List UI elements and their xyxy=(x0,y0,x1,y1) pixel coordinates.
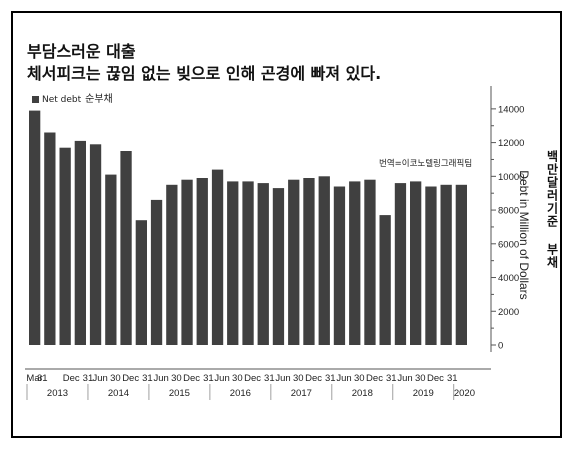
bar-17 xyxy=(288,179,300,345)
x-tick-label-19: 31 xyxy=(325,373,336,384)
y-axis-label-ko: 백만달러기준 부채 xyxy=(545,150,559,269)
year-label-0: 2013 xyxy=(47,388,68,399)
x-tick-label-14: Dec xyxy=(244,373,261,384)
bars-group xyxy=(29,110,467,345)
year-label-3: 2016 xyxy=(230,388,251,399)
x-tick-label-21: 30 xyxy=(354,373,365,384)
bar-0 xyxy=(29,110,41,345)
x-tick-label-20: Jun xyxy=(336,373,351,384)
legend-swatch xyxy=(32,96,39,103)
legend-label-en: Net debt xyxy=(42,95,82,105)
credit-note: 번역=이코노텔링그래픽팀 xyxy=(379,159,473,169)
bar-27 xyxy=(440,184,452,345)
x-tick-label-5: 30 xyxy=(110,373,121,384)
x-tick-label-9: 30 xyxy=(171,373,182,384)
bar-16 xyxy=(272,188,285,345)
bar-20 xyxy=(333,186,346,345)
x-tick-label-24: Jun xyxy=(397,373,412,384)
chart-subtitle: 체서피크는 끊임 없는 빚으로 인해 곤경에 빠져 있다. xyxy=(27,64,382,83)
x-tick-label-11: 31 xyxy=(203,373,214,384)
year-label-2: 2015 xyxy=(169,388,190,399)
y-tick-label-3: 6000 xyxy=(498,239,519,250)
chart-frame xyxy=(11,11,562,438)
bar-23 xyxy=(379,215,391,345)
x-tick-label-1: 31 xyxy=(37,373,48,384)
x-tick-label-17: 30 xyxy=(293,373,304,384)
x-tick-label-3: 31 xyxy=(83,373,94,384)
year-label-1: 2014 xyxy=(108,388,129,399)
bar-4 xyxy=(89,144,102,345)
x-tick-label-25: 30 xyxy=(415,373,426,384)
bar-6 xyxy=(120,151,132,345)
x-tick-label-26: Dec xyxy=(427,373,444,384)
bar-22 xyxy=(364,179,376,345)
bar-14 xyxy=(242,181,254,345)
y-tick-label-7: 14000 xyxy=(498,104,524,115)
x-tick-label-13: 30 xyxy=(232,373,243,384)
bar-26 xyxy=(425,186,437,345)
x-tick-label-4: Jun xyxy=(92,373,107,384)
bar-3 xyxy=(74,140,86,345)
legend: Net debt 순부채 xyxy=(32,90,113,105)
bar-11 xyxy=(196,178,208,345)
y-tick-label-0: 0 xyxy=(498,341,503,352)
axes-group xyxy=(25,86,496,400)
bar-10 xyxy=(181,179,193,345)
bar-7 xyxy=(135,220,147,345)
bar-19 xyxy=(318,176,330,345)
y-tick-label-6: 12000 xyxy=(498,138,524,149)
y-axis-label-en: Debt in Million of Dollars xyxy=(517,170,531,300)
year-label-7: 2020 xyxy=(454,388,475,399)
bar-15 xyxy=(257,183,269,345)
bar-9 xyxy=(166,184,178,345)
year-labels: 2013 2014 2015 2016 2017 2018 2019 2020 xyxy=(47,388,475,399)
year-label-6: 2019 xyxy=(413,388,434,399)
x-tick-label-8: Jun xyxy=(153,373,168,384)
bar-28 xyxy=(455,184,467,345)
x-tick-label-27: 31 xyxy=(447,373,458,384)
y-tick-label-1: 2000 xyxy=(498,307,519,318)
legend-label-ko: 순부채 xyxy=(85,94,113,105)
x-tick-label-6: Dec xyxy=(122,373,139,384)
bar-2 xyxy=(59,147,71,345)
year-label-5: 2018 xyxy=(352,388,373,399)
chart-title: 부담스러운 대출 xyxy=(27,42,136,61)
bar-1 xyxy=(44,132,56,345)
bar-18 xyxy=(303,178,315,345)
y-tick-label-2: 4000 xyxy=(498,273,519,284)
x-tick-label-12: Jun xyxy=(214,373,229,384)
y-tick-labels: 0 2000 4000 6000 8000 10000 12000 14000 xyxy=(498,104,524,351)
x-tick-label-23: 31 xyxy=(386,373,397,384)
bar-21 xyxy=(349,181,361,345)
x-tick-label-22: Dec xyxy=(366,373,383,384)
year-label-4: 2017 xyxy=(291,388,312,399)
bar-25 xyxy=(410,181,422,345)
bar-13 xyxy=(227,181,239,345)
x-tick-label-10: Dec xyxy=(183,373,200,384)
x-tick-label-15: 31 xyxy=(264,373,275,384)
bar-8 xyxy=(150,199,163,345)
x-tick-label-0: Mar xyxy=(26,373,42,384)
x-tick-label-7: 31 xyxy=(142,373,153,384)
x-tick-label-16: Jun xyxy=(275,373,290,384)
bar-12 xyxy=(211,169,224,345)
bar-24 xyxy=(394,183,407,345)
bar-5 xyxy=(105,174,117,345)
y-tick-label-5: 10000 xyxy=(498,172,524,183)
x-tick-label-2: Dec xyxy=(63,373,80,384)
y-tick-label-4: 8000 xyxy=(498,206,519,217)
x-tick-label-18: Dec xyxy=(305,373,322,384)
